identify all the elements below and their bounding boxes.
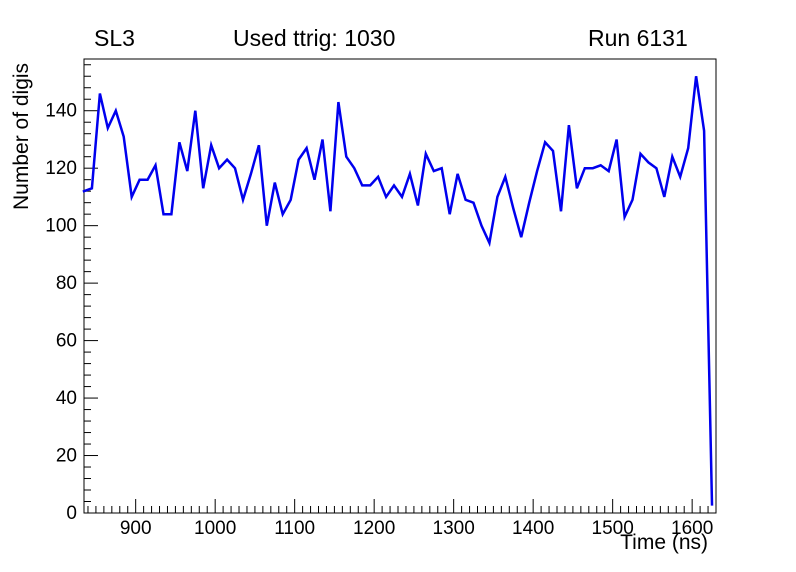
y-tick-label: 0 (66, 503, 77, 524)
x-tick-label: 1300 (433, 518, 475, 539)
plot-title-ttrig: Used ttrig: 1030 (233, 25, 396, 51)
x-tick-label: 1600 (671, 518, 713, 539)
x-tick-label: 1500 (592, 518, 634, 539)
y-tick-label: 60 (56, 331, 77, 352)
y-axis-tick-labels: 0 20 40 60 80 100 120 140 (45, 101, 77, 524)
y-tick-label: 120 (45, 158, 77, 179)
pad-label-sl: SL3 (94, 25, 135, 51)
x-tick-label: 1000 (194, 518, 236, 539)
y-tick-label: 100 (45, 216, 77, 237)
x-tick-label: 900 (120, 518, 152, 539)
plot-frame (83, 58, 717, 514)
y-tick-label: 80 (56, 273, 77, 294)
x-tick-label: 1100 (274, 518, 315, 539)
y-tick-label: 20 (56, 446, 77, 467)
x-axis-ticks (87, 499, 709, 513)
x-axis-title: Time (ns) (620, 531, 708, 554)
y-tick-label: 140 (45, 101, 77, 122)
pad-label-run: Run 6131 (588, 25, 688, 51)
x-tick-label: 1400 (512, 518, 554, 539)
y-tick-label: 40 (56, 388, 77, 409)
x-tick-label: 1200 (353, 518, 395, 539)
x-axis-tick-labels: 900 1000 1100 1200 1300 1400 1500 1600 (120, 518, 713, 539)
y-axis-ticks (84, 64, 98, 514)
data-series-line (82, 76, 714, 506)
